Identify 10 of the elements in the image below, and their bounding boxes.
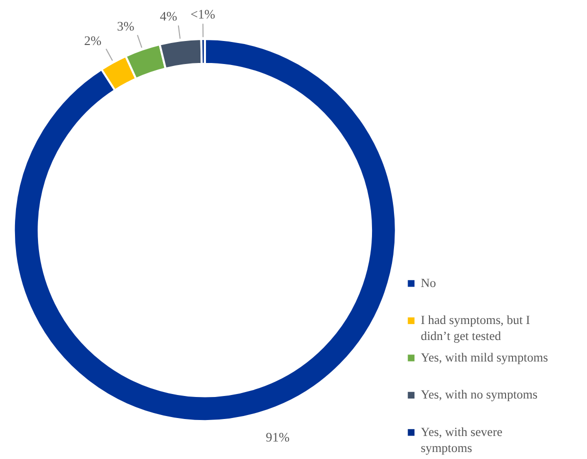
data-label: 3%: [116, 18, 134, 34]
legend-label: Yes, with mild symptoms: [420, 350, 548, 364]
data-label: 4%: [160, 8, 178, 24]
data-label: 2%: [84, 33, 102, 48]
data-label: 91%: [266, 430, 290, 445]
legend-label: Yes, with severe symptoms: [420, 424, 503, 455]
legend-label: I had symptoms, but I didn’t get tested: [420, 313, 530, 344]
legend-label: Yes, with no symptoms: [420, 388, 538, 402]
data-label: <1%: [190, 6, 216, 22]
legend-label: No: [420, 276, 436, 290]
